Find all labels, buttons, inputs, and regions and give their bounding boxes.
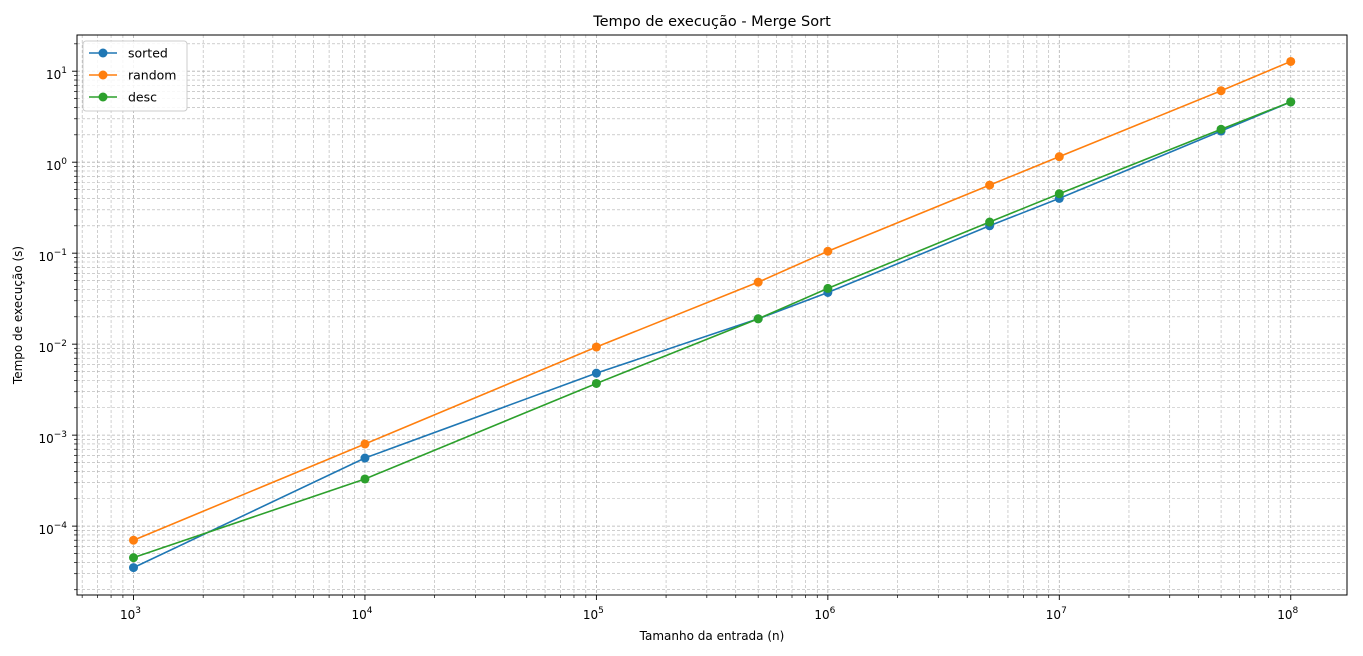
y-tick-label: 10−2 bbox=[38, 339, 67, 355]
grid bbox=[77, 35, 1347, 595]
axis-ticks: 103 104 105 106 107 108 10−4 10−3 10−2 10−1 100 101 bbox=[38, 43, 1299, 622]
series-layer bbox=[129, 56, 1296, 573]
data-point-random bbox=[985, 180, 995, 190]
legend: sorted random desc bbox=[82, 40, 188, 112]
data-point-random bbox=[1216, 86, 1226, 96]
data-point-random bbox=[1286, 56, 1296, 66]
data-point-sorted bbox=[360, 453, 370, 463]
x-tick-label: 105 bbox=[583, 606, 604, 622]
data-point-sorted bbox=[591, 368, 601, 378]
y-tick-label: 101 bbox=[46, 66, 67, 82]
plot-frame bbox=[76, 34, 1348, 596]
y-tick-label: 100 bbox=[46, 157, 67, 173]
data-point-desc bbox=[753, 314, 763, 324]
legend-box bbox=[82, 40, 188, 112]
data-point-desc bbox=[1054, 189, 1064, 199]
data-point-random bbox=[1054, 152, 1064, 162]
data-point-random bbox=[591, 342, 601, 352]
legend-label-desc: desc bbox=[128, 90, 157, 105]
x-tick-label: 103 bbox=[120, 606, 141, 622]
legend-label-random: random bbox=[128, 68, 176, 83]
data-point-random bbox=[823, 246, 833, 256]
series-line-sorted bbox=[133, 101, 1292, 569]
data-point-random bbox=[360, 439, 370, 449]
data-point-desc bbox=[1216, 124, 1226, 134]
legend-label-sorted: sorted bbox=[128, 46, 168, 61]
legend-marker-random bbox=[98, 70, 108, 80]
legend-marker-desc bbox=[98, 92, 108, 102]
x-tick-label: 106 bbox=[814, 606, 835, 622]
data-point-desc bbox=[129, 553, 139, 563]
x-tick-label: 107 bbox=[1046, 606, 1067, 622]
data-point-random bbox=[129, 535, 139, 545]
data-point-random bbox=[753, 277, 763, 287]
data-point-desc bbox=[823, 283, 833, 293]
legend-marker-sorted bbox=[98, 48, 108, 58]
series-line-desc bbox=[133, 101, 1292, 559]
data-point-desc bbox=[985, 217, 995, 227]
x-axis-title: Tamanho da entrada (n) bbox=[639, 629, 785, 643]
chart-title: Tempo de execução - Merge Sort bbox=[592, 14, 831, 30]
data-point-desc bbox=[591, 378, 601, 388]
y-axis-title: Tempo de execução (s) bbox=[11, 246, 25, 385]
data-point-sorted bbox=[129, 563, 139, 573]
x-tick-label: 104 bbox=[351, 606, 372, 622]
y-tick-label: 10−4 bbox=[38, 521, 67, 537]
data-point-desc bbox=[360, 474, 370, 484]
x-tick-label: 108 bbox=[1277, 606, 1298, 622]
y-tick-label: 10−3 bbox=[38, 430, 67, 446]
y-tick-label: 10−1 bbox=[38, 248, 67, 264]
data-point-desc bbox=[1286, 97, 1296, 107]
